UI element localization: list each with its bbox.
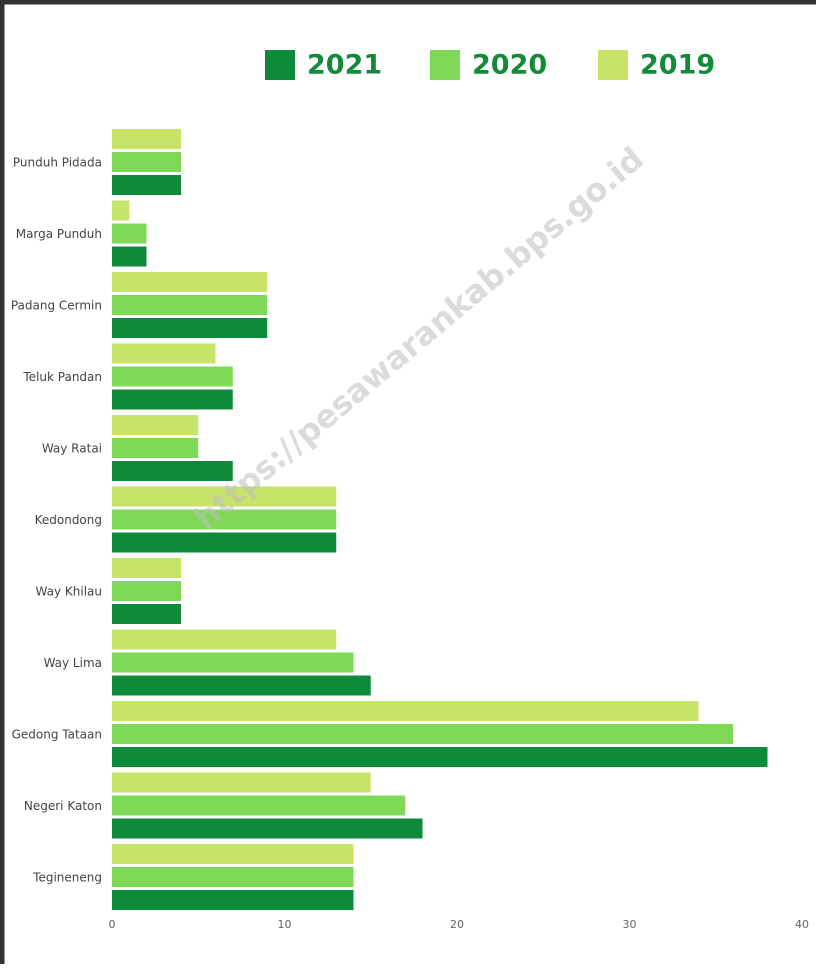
bar — [112, 247, 147, 267]
bar — [112, 201, 129, 221]
x-tick-label: 0 — [109, 918, 116, 931]
y-tick-label: Way Khilau — [36, 585, 102, 599]
watermark: https://pesawarankab.bps.go.id — [187, 139, 651, 537]
legend-swatch — [598, 50, 628, 80]
bar — [112, 318, 267, 338]
y-tick-label: Tegineneng — [32, 871, 102, 885]
bar — [112, 390, 233, 410]
bar — [112, 224, 147, 244]
x-tick-label: 20 — [450, 918, 464, 931]
legend-label: 2020 — [472, 50, 547, 81]
x-tick-label: 40 — [795, 918, 809, 931]
y-tick-label: Padang Cermin — [11, 299, 102, 313]
y-tick-label: Teluk Pandan — [22, 370, 102, 384]
bar — [112, 844, 354, 864]
legend-swatch — [265, 50, 295, 80]
bar — [112, 558, 181, 578]
plot-area: 2021 2020 2019 0 10 20 30 40 Punduh Pidada Marga … — [11, 50, 809, 932]
y-tick-label: Way Ratai — [42, 442, 102, 456]
bar — [112, 867, 354, 887]
y-tick-label: Negeri Katon — [24, 799, 102, 813]
x-tick-label: 30 — [623, 918, 637, 931]
bar — [112, 415, 198, 435]
bar — [112, 676, 371, 696]
chart: 2021 2020 2019 0 10 20 30 40 Punduh Pidada Marga … — [0, 0, 816, 964]
bar — [112, 152, 181, 172]
bar — [112, 653, 354, 673]
legend-swatch — [430, 50, 460, 80]
bar — [112, 272, 267, 292]
y-tick-label: Punduh Pidada — [13, 156, 102, 170]
y-tick-label: Gedong Tataan — [12, 728, 102, 742]
y-tick-label: Marga Punduh — [16, 227, 102, 241]
bar — [112, 533, 336, 553]
bar — [112, 890, 354, 910]
bar — [112, 295, 267, 315]
bar — [112, 701, 699, 721]
bar — [112, 438, 198, 458]
bar — [112, 461, 233, 481]
y-tick-label: Kedondong — [35, 513, 102, 527]
bar — [112, 773, 371, 793]
bar — [112, 367, 233, 387]
bar — [112, 581, 181, 601]
bar — [112, 604, 181, 624]
bar — [112, 175, 181, 195]
y-tick-label: Way Lima — [44, 656, 102, 670]
bar — [112, 630, 336, 650]
legend-label: 2019 — [640, 50, 715, 81]
legend-label: 2021 — [307, 50, 382, 81]
bar — [112, 819, 423, 839]
x-tick-label: 10 — [278, 918, 292, 931]
bar — [112, 796, 405, 816]
bar — [112, 724, 733, 744]
bar — [112, 129, 181, 149]
bar — [112, 747, 768, 767]
bar — [112, 344, 216, 364]
